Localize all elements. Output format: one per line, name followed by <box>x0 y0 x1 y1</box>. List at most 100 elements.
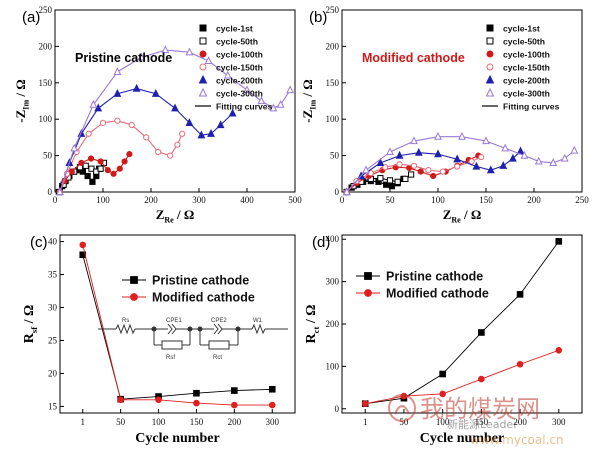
annotation-text: Pristine cathode <box>75 51 172 65</box>
legend-label: cycle-50th <box>503 37 545 47</box>
x-tick-label: 500 <box>288 195 302 205</box>
legend-label: Pristine cathode <box>386 270 483 284</box>
equivalent-circuit: Rs CPE1 Rsf CPE2 Rct W1 <box>98 318 288 361</box>
x-tick-label: 250 <box>575 195 589 205</box>
data-point-0 <box>516 291 524 298</box>
watermark-logo-icon <box>388 394 416 422</box>
data-point-4 <box>453 154 462 163</box>
legend-label: Modified cathode <box>386 287 489 301</box>
data-point-4 <box>472 161 481 170</box>
x-tick-label: 50 <box>386 195 396 205</box>
data-point-5 <box>570 145 579 154</box>
data-point-4 <box>508 153 517 162</box>
data-point-1 <box>555 346 563 354</box>
x-axis-title: ZRe / Ω <box>156 207 195 225</box>
data-point-3 <box>128 121 135 129</box>
data-point-5 <box>286 85 295 94</box>
y-tick-label: 35 <box>48 270 58 280</box>
legend-label: cycle-100th <box>503 50 550 60</box>
data-point-0 <box>268 385 276 393</box>
series-line-1 <box>365 349 559 405</box>
circuit-label: Rs <box>122 318 129 324</box>
y-tick-label: 300 <box>326 277 340 287</box>
data-point-3 <box>155 148 162 156</box>
data-point-4 <box>499 161 508 169</box>
legend-marker <box>198 87 208 97</box>
x-tick-label: 150 <box>479 195 493 205</box>
y-tick-label: 100 <box>326 361 340 371</box>
data-point-4 <box>486 165 495 174</box>
data-point-3 <box>478 153 485 161</box>
y-tick-label: 20 <box>48 368 58 378</box>
legend-marker <box>486 63 494 71</box>
data-point-0 <box>231 387 238 394</box>
data-point-3 <box>179 130 186 137</box>
y-tick-label: 200 <box>39 41 53 51</box>
y-tick-label: 100 <box>39 114 53 124</box>
y-axis-title: Rct / Ω <box>304 305 321 344</box>
legend-marker <box>486 24 494 32</box>
data-point-5 <box>243 85 251 94</box>
nyquist-panel-b: 0 50 100 150 200 250 0 50 100 150 200 250 ZRe / Ω -ZI… <box>300 5 589 225</box>
annotation-text: Modified cathode <box>362 51 465 65</box>
data-point-2 <box>78 159 85 166</box>
x-tick-label: 300 <box>266 417 280 427</box>
data-point-5 <box>362 165 370 174</box>
data-point-1 <box>478 375 485 383</box>
panel-letter: (a) <box>22 9 40 26</box>
data-point-3 <box>439 168 446 175</box>
data-point-3 <box>114 117 121 124</box>
x-tick-label: 1 <box>80 417 85 427</box>
y-tick-label: 250 <box>39 5 53 15</box>
panel-letter: (b) <box>309 9 327 26</box>
data-point-0 <box>383 181 390 188</box>
x-tick-label: 50 <box>399 417 409 427</box>
watermark-title: 我的煤炭网 <box>420 395 540 423</box>
data-point-2 <box>97 158 104 165</box>
x-axis-title: ZRe / Ω <box>443 207 482 225</box>
legend-label: cycle-50th <box>216 37 258 47</box>
data-point-5 <box>185 47 194 56</box>
data-point-5 <box>55 187 64 196</box>
y-tick-label: 150 <box>326 78 340 88</box>
x-tick-label: 400 <box>240 195 254 205</box>
y-tick-label: 40 <box>48 237 58 247</box>
legend-label: cycle-300th <box>503 89 550 99</box>
data-point-1 <box>155 396 162 404</box>
data-point-4 <box>395 150 404 159</box>
y-tick-label: 200 <box>326 41 340 51</box>
data-point-4 <box>376 158 385 166</box>
x-tick-label: 50 <box>116 417 126 427</box>
data-point-5 <box>257 96 266 105</box>
data-point-4 <box>113 89 122 97</box>
data-point-1 <box>516 360 524 368</box>
x-tick-label: 100 <box>431 195 445 205</box>
circuit-label: CPE2 <box>211 318 227 324</box>
cpe-symbol <box>167 323 177 335</box>
data-point-0 <box>84 172 91 180</box>
legend-label: cycle-150th <box>503 63 550 73</box>
y-tick-label: 50 <box>43 151 53 161</box>
legend-label: cycle-150th <box>216 63 263 73</box>
resistor-box <box>161 340 183 350</box>
fit-curve-3 <box>59 120 183 193</box>
cpe-symbol <box>213 323 223 335</box>
data-point-5 <box>204 56 213 65</box>
data-point-1 <box>402 175 409 182</box>
legend-marker <box>199 50 207 58</box>
data-point-2 <box>116 165 123 172</box>
legend-marker <box>198 74 208 84</box>
data-point-1 <box>408 171 415 178</box>
x-tick-label: 300 <box>552 417 566 427</box>
x-tick-label: 100 <box>436 417 450 427</box>
data-point-1 <box>439 390 446 398</box>
data-point-0 <box>89 178 96 185</box>
data-point-3 <box>454 163 461 170</box>
data-point-4 <box>197 130 206 139</box>
panel-letter: (d) <box>312 234 330 251</box>
data-point-3 <box>396 161 403 168</box>
data-point-0 <box>388 183 396 190</box>
watermark-url: www.mycoal.cn <box>470 433 564 447</box>
